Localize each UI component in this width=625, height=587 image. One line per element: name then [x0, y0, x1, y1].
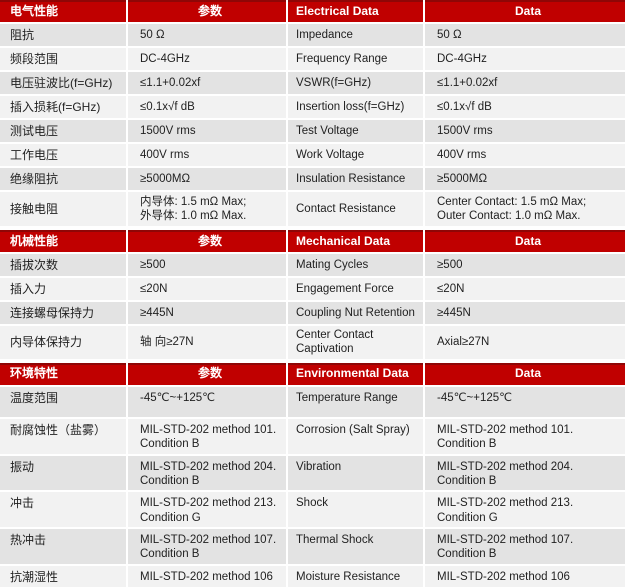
row-label-en: Impedance: [288, 24, 423, 46]
param-value-cn: 1500V rms: [128, 120, 286, 142]
param-value-cn: MIL-STD-202 method 101. Condition B: [128, 418, 286, 454]
param-value-cn: MIL-STD-202 method 204. Condition B: [128, 455, 286, 491]
row-label-en: Frequency Range: [288, 48, 423, 70]
param-value-en: ≤0.1x√f dB: [425, 96, 625, 118]
param-value-en: ≥445N: [425, 302, 625, 324]
param-value-en: DC-4GHz: [425, 48, 625, 70]
row-label-cn: 冲击: [0, 492, 126, 527]
section-title-cn: 环境特性: [0, 362, 126, 385]
param-value-en: ≤20N: [425, 278, 625, 300]
param-column-header: 参数: [128, 230, 286, 252]
row-label-cn: 测试电压: [0, 120, 126, 142]
param-value-en: MIL-STD-202 method 213. Condition G: [425, 492, 625, 527]
row-label-cn: 温度范围: [0, 386, 126, 417]
row-label-cn: 电压驻波比(f=GHz): [0, 72, 126, 94]
row-label-en: Contact Resistance: [288, 192, 423, 226]
row-label-en: Temperature Range: [288, 386, 423, 417]
section-mechanical: 机械性能 参数 Mechanical Data Data 插拔次数 ≥500 M…: [0, 230, 625, 359]
row-label-cn: 插入损耗(f=GHz): [0, 96, 126, 118]
row-label-en: Thermal Shock: [288, 529, 423, 564]
param-column-header: 参数: [128, 0, 286, 22]
row-label-en: Center Contact Captivation: [288, 326, 423, 359]
row-label-en: VSWR(f=GHz): [288, 72, 423, 94]
row-label-en: Vibration: [288, 455, 423, 491]
row-label-cn: 绝缘阻抗: [0, 168, 126, 190]
row-label-cn: 插拔次数: [0, 254, 126, 276]
row-label-en: Test Voltage: [288, 120, 423, 142]
row-label-en: Insulation Resistance: [288, 168, 423, 190]
row-label-cn: 插入力: [0, 278, 126, 300]
param-column-header: 参数: [128, 362, 286, 385]
data-column-header: Data: [425, 230, 625, 252]
param-value-en: ≤1.1+0.02xf: [425, 72, 625, 94]
row-label-en: Coupling Nut Retention: [288, 302, 423, 324]
row-label-cn: 阻抗: [0, 24, 126, 46]
section-title-cn: 机械性能: [0, 230, 126, 252]
param-value-cn: ≥445N: [128, 302, 286, 324]
row-label-cn: 耐腐蚀性（盐雾）: [0, 418, 126, 454]
param-value-cn: MIL-STD-202 method 107. Condition B: [128, 529, 286, 564]
param-value-en: 400V rms: [425, 144, 625, 166]
param-value-en: MIL-STD-202 method 101. Condition B: [425, 418, 625, 454]
param-value-en: MIL-STD-202 method 107. Condition B: [425, 529, 625, 564]
data-column-header: Data: [425, 362, 625, 385]
param-value-cn: -45℃~+125℃: [128, 386, 286, 417]
param-value-cn: ≥5000MΩ: [128, 168, 286, 190]
param-value-cn: ≤20N: [128, 278, 286, 300]
section-environmental: 环境特性 参数 Environmental Data Data 温度范围 -45…: [0, 362, 625, 587]
param-value-en: 50 Ω: [425, 24, 625, 46]
param-value-cn: ≤1.1+0.02xf: [128, 72, 286, 94]
row-label-en: Work Voltage: [288, 144, 423, 166]
row-label-en: Moisture Resistance: [288, 565, 423, 587]
param-value-en: Axial≥27N: [425, 326, 625, 359]
param-value-cn: MIL-STD-202 method 213. Condition G: [128, 492, 286, 527]
section-title-cn: 电气性能: [0, 0, 126, 22]
row-label-cn: 热冲击: [0, 529, 126, 564]
param-value-cn: 400V rms: [128, 144, 286, 166]
row-label-en: Engagement Force: [288, 278, 423, 300]
row-label-en: Corrosion (Salt Spray): [288, 418, 423, 454]
section-title-en: Environmental Data: [288, 362, 423, 385]
row-label-cn: 连接螺母保持力: [0, 302, 126, 324]
row-label-en: Mating Cycles: [288, 254, 423, 276]
param-value-cn: DC-4GHz: [128, 48, 286, 70]
param-value-en: 1500V rms: [425, 120, 625, 142]
param-value-en: ≥500: [425, 254, 625, 276]
param-value-en: ≥5000MΩ: [425, 168, 625, 190]
row-label-cn: 抗潮湿性: [0, 565, 126, 587]
param-value-cn: MIL-STD-202 method 106: [128, 565, 286, 587]
param-value-cn: 内导体: 1.5 mΩ Max; 外导体: 1.0 mΩ Max.: [128, 192, 286, 226]
param-value-cn: ≥500: [128, 254, 286, 276]
row-label-en: Shock: [288, 492, 423, 527]
row-label-cn: 振动: [0, 455, 126, 491]
section-title-en: Electrical Data: [288, 0, 423, 22]
param-value-en: MIL-STD-202 method 106: [425, 565, 625, 587]
param-value-en: -45℃~+125℃: [425, 386, 625, 417]
row-label-cn: 工作电压: [0, 144, 126, 166]
row-label-cn: 内导体保持力: [0, 326, 126, 359]
row-label-cn: 接触电阻: [0, 192, 126, 226]
param-value-en: Center Contact: 1.5 mΩ Max; Outer Contac…: [425, 192, 625, 226]
param-value-cn: 50 Ω: [128, 24, 286, 46]
section-title-en: Mechanical Data: [288, 230, 423, 252]
row-label-en: Insertion loss(f=GHz): [288, 96, 423, 118]
data-column-header: Data: [425, 0, 625, 22]
section-electrical: 电气性能 参数 Electrical Data Data 阻抗 50 Ω Imp…: [0, 0, 625, 226]
row-label-cn: 频段范围: [0, 48, 126, 70]
param-value-cn: 轴 向≥27N: [128, 326, 286, 359]
param-value-cn: ≤0.1x√f dB: [128, 96, 286, 118]
param-value-en: MIL-STD-202 method 204. Condition B: [425, 455, 625, 491]
